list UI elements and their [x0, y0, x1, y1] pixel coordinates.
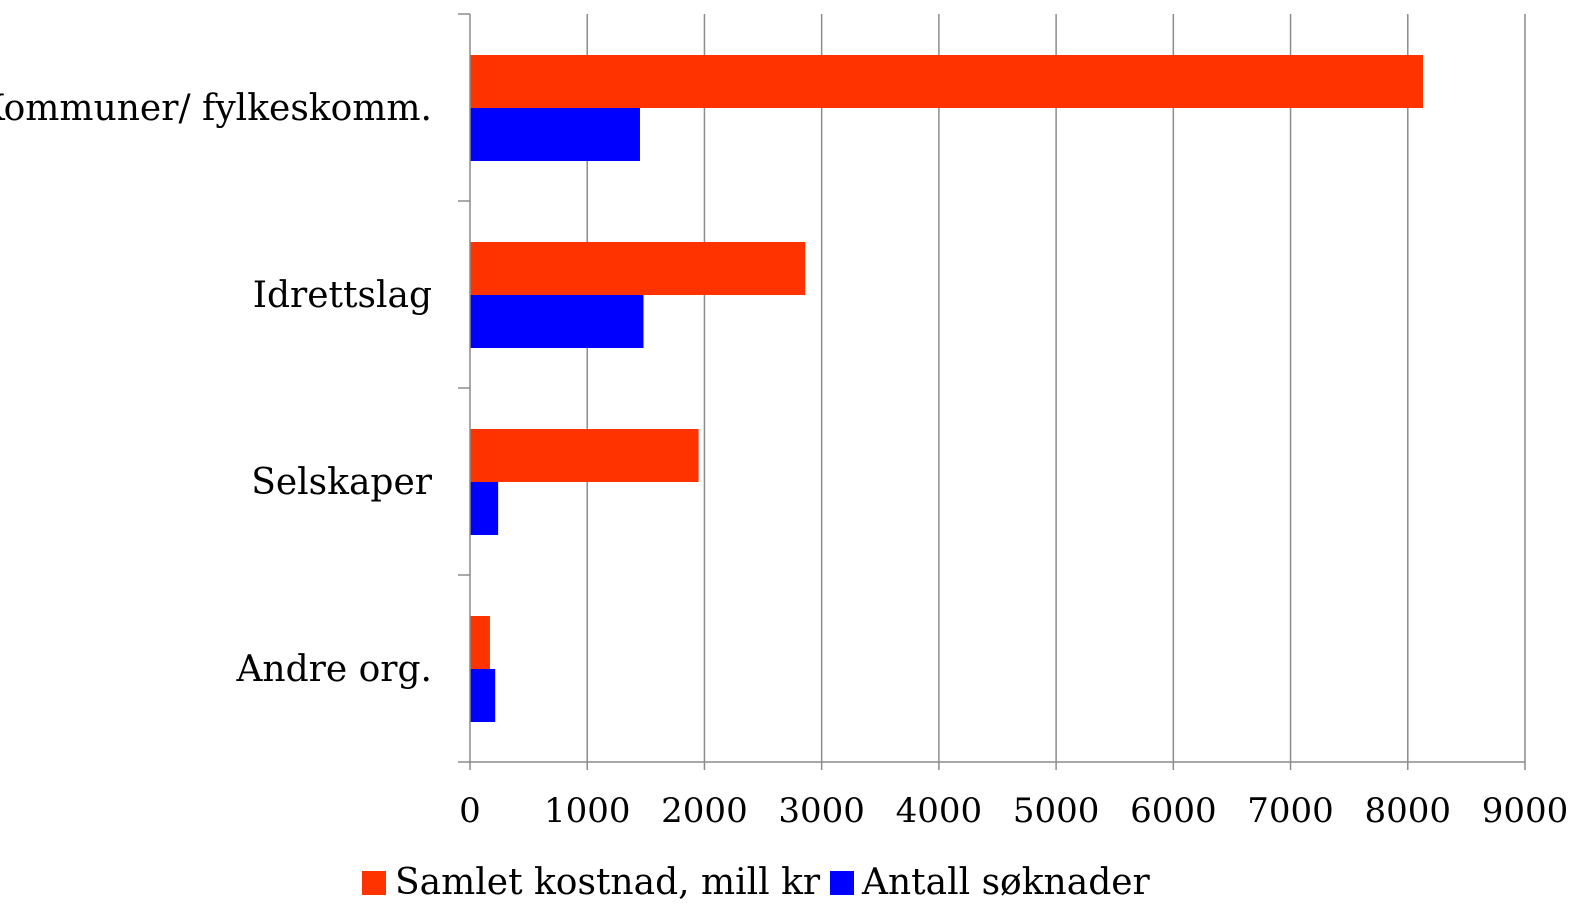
legend-swatch [362, 871, 386, 895]
x-tick-label: 7000 [1247, 791, 1334, 831]
x-tick-label: 8000 [1365, 791, 1452, 831]
category-label: Selskaper [251, 462, 433, 503]
x-tick-label: 0 [459, 791, 481, 831]
bar-antall-soknader [470, 295, 644, 348]
x-tick-label: 4000 [896, 791, 983, 831]
x-tick-label: 9000 [1482, 791, 1569, 831]
bar-antall-soknader [470, 108, 640, 161]
category-label: Kommuner/ fylkeskomm. [0, 88, 432, 129]
x-tick-label: 5000 [1013, 791, 1100, 831]
bar-samlet-kostnad [470, 242, 806, 295]
legend-label: Antall søknader [861, 862, 1151, 903]
legend-label: Samlet kostnad, mill kr [395, 862, 821, 903]
bar-antall-soknader [470, 482, 499, 535]
axes [458, 13, 1526, 770]
bar-samlet-kostnad [470, 616, 490, 669]
labels: 0 1000 2000 3000 4000 5000 6000 7000 8000 9000 Kom… [0, 88, 1568, 831]
legend: Samlet kostnad, mill kr Antall søknader [362, 862, 1151, 903]
category-label: Andre org. [235, 649, 432, 690]
x-tick-label: 1000 [544, 791, 631, 831]
bar-antall-soknader [470, 669, 496, 722]
x-tick-label: 2000 [661, 791, 748, 831]
bars [470, 55, 1424, 722]
legend-swatch [830, 871, 854, 895]
bar-samlet-kostnad [470, 429, 699, 482]
x-tick-label: 3000 [778, 791, 865, 831]
x-tick-label: 6000 [1130, 791, 1217, 831]
category-label: Idrettslag [253, 275, 432, 316]
gridlines [586, 14, 1526, 762]
bar-samlet-kostnad [470, 55, 1424, 108]
